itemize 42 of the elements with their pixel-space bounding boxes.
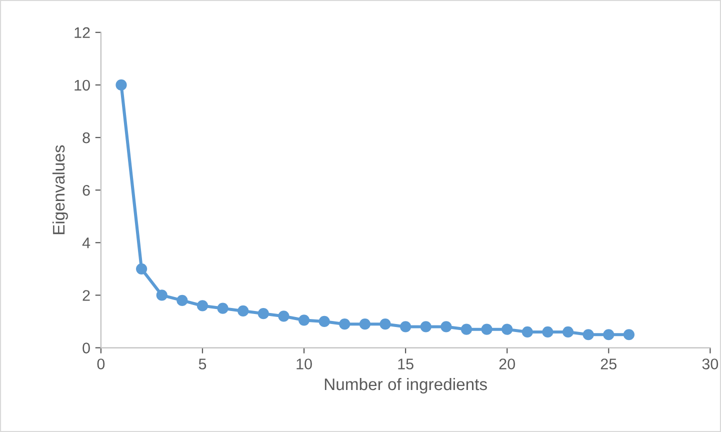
point: [116, 79, 127, 91]
y-tick-label: 6: [82, 184, 90, 196]
y-tick-label: 12: [74, 27, 90, 38]
x-tick-label: 25: [600, 358, 616, 370]
x-tick-label: 30: [702, 358, 718, 370]
point: [196, 300, 208, 312]
y-tick-label: 2: [82, 290, 90, 301]
x-axis-title: Number of ingredients: [324, 378, 487, 394]
point: [582, 329, 594, 340]
y-tick-label: 10: [74, 80, 90, 91]
point: [502, 324, 513, 335]
point: [238, 305, 249, 317]
point: [278, 310, 290, 322]
point: [420, 321, 432, 332]
point: [339, 318, 350, 330]
point: [460, 324, 472, 335]
x-tick-label: 5: [198, 358, 206, 370]
point: [298, 314, 310, 326]
x-tick-label: 10: [296, 358, 312, 370]
point: [562, 326, 574, 338]
point: [380, 318, 391, 330]
x-tick-label: 15: [398, 358, 414, 370]
point: [542, 326, 554, 338]
point: [440, 321, 452, 332]
point: [318, 316, 330, 328]
point: [176, 294, 188, 306]
point: [156, 290, 168, 301]
point: [623, 329, 635, 340]
point: [136, 263, 148, 274]
y-tick-label: 8: [82, 132, 90, 144]
x-tick-label: 0: [97, 358, 105, 370]
point: [359, 318, 370, 330]
y-tick-label: 0: [82, 342, 90, 354]
point: [217, 302, 228, 314]
point: [603, 329, 614, 340]
point: [400, 321, 412, 332]
y-tick-label: 4: [82, 238, 90, 248]
y-axis-title: Eigenvalues: [52, 145, 68, 234]
point: [258, 308, 269, 320]
point: [481, 324, 492, 335]
x-tick-label: 20: [499, 358, 516, 370]
point: [522, 326, 533, 338]
